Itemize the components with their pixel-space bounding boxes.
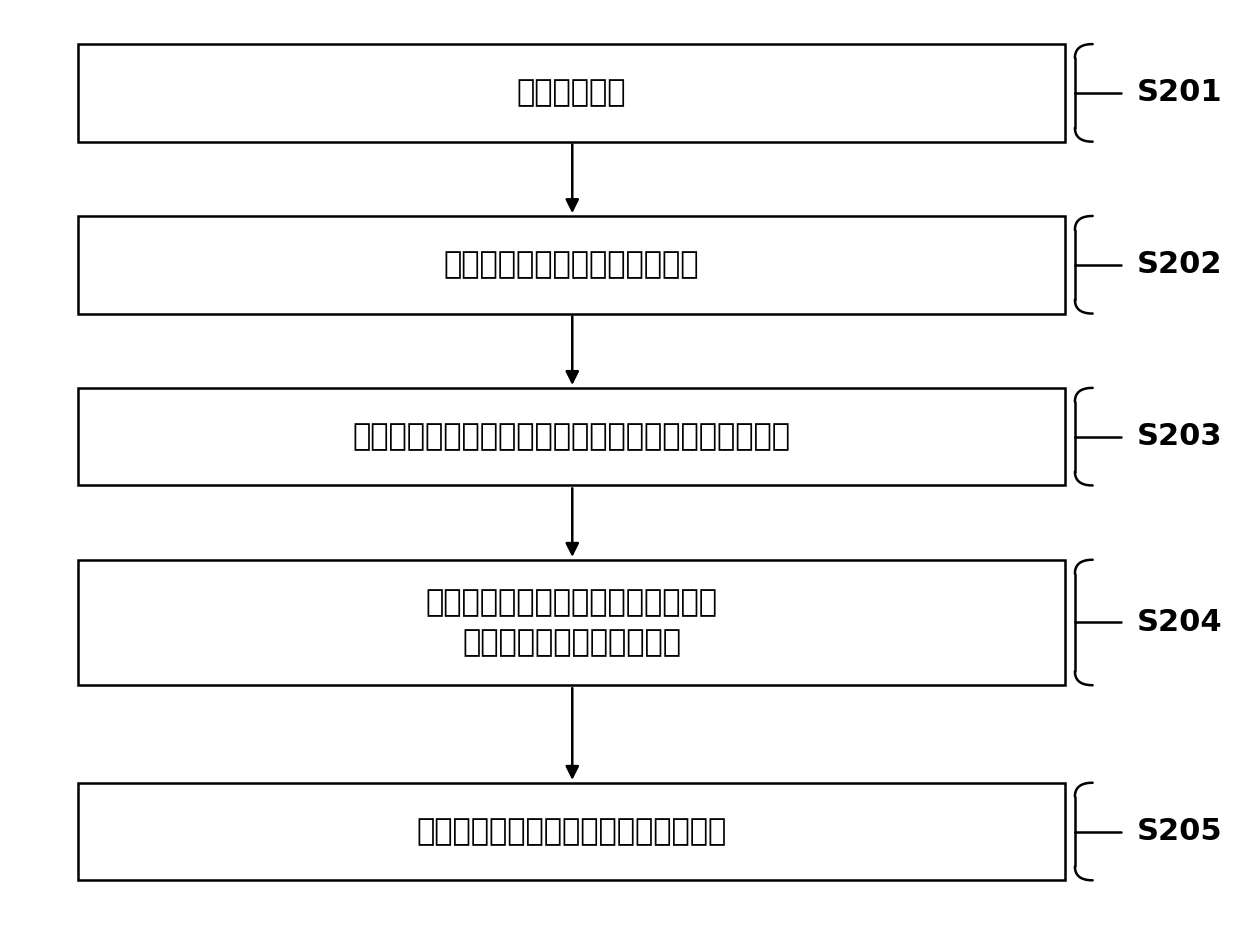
Bar xyxy=(78,560,1066,686)
Text: 在所述铁电层的一侧生长导电层: 在所述铁电层的一侧生长导电层 xyxy=(444,250,700,279)
Bar xyxy=(78,216,1066,314)
Text: 设置磁场装置、电压装置和飞秒激光源: 设置磁场装置、电压装置和飞秒激光源 xyxy=(416,817,727,846)
Bar xyxy=(78,44,1066,141)
Text: 提供一铁电层: 提供一铁电层 xyxy=(517,78,627,108)
Text: S203: S203 xyxy=(1136,422,1222,451)
Bar xyxy=(78,783,1066,881)
Text: S204: S204 xyxy=(1136,608,1222,637)
Text: S205: S205 xyxy=(1136,817,1222,846)
Text: 在所述铁电层背离所述导电层的一侧生长铁磁金属薄膜: 在所述铁电层背离所述导电层的一侧生长铁磁金属薄膜 xyxy=(353,422,790,451)
Text: 在所述铁磁金属薄膜背离所述铁电层
的一侧生长非铁磁金属薄膜: 在所述铁磁金属薄膜背离所述铁电层 的一侧生长非铁磁金属薄膜 xyxy=(426,587,717,657)
Text: S201: S201 xyxy=(1136,78,1222,108)
Bar xyxy=(78,388,1066,486)
Text: S202: S202 xyxy=(1136,250,1222,279)
